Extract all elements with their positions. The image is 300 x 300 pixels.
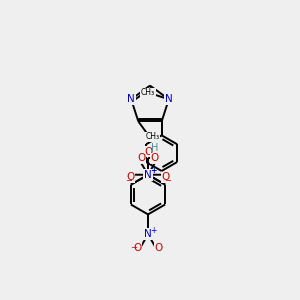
Text: −: − bbox=[130, 244, 137, 253]
Text: O: O bbox=[151, 153, 159, 164]
Text: O: O bbox=[155, 243, 163, 253]
Text: O: O bbox=[161, 172, 169, 182]
Text: CH₃: CH₃ bbox=[146, 132, 160, 141]
Text: N: N bbox=[165, 94, 173, 104]
Text: +: + bbox=[150, 166, 156, 175]
Text: N: N bbox=[144, 170, 152, 180]
Text: O: O bbox=[137, 153, 146, 164]
Text: O: O bbox=[126, 172, 135, 182]
Text: −: − bbox=[125, 176, 132, 185]
Text: +: + bbox=[150, 226, 156, 235]
Text: CH₃: CH₃ bbox=[141, 88, 155, 97]
Text: N: N bbox=[144, 229, 152, 239]
Text: O: O bbox=[144, 147, 152, 157]
Text: H: H bbox=[151, 143, 159, 153]
Text: N: N bbox=[127, 94, 135, 104]
Text: −: − bbox=[164, 176, 171, 185]
Text: +: + bbox=[150, 166, 156, 175]
Text: O: O bbox=[133, 243, 141, 253]
Text: N: N bbox=[144, 170, 152, 180]
